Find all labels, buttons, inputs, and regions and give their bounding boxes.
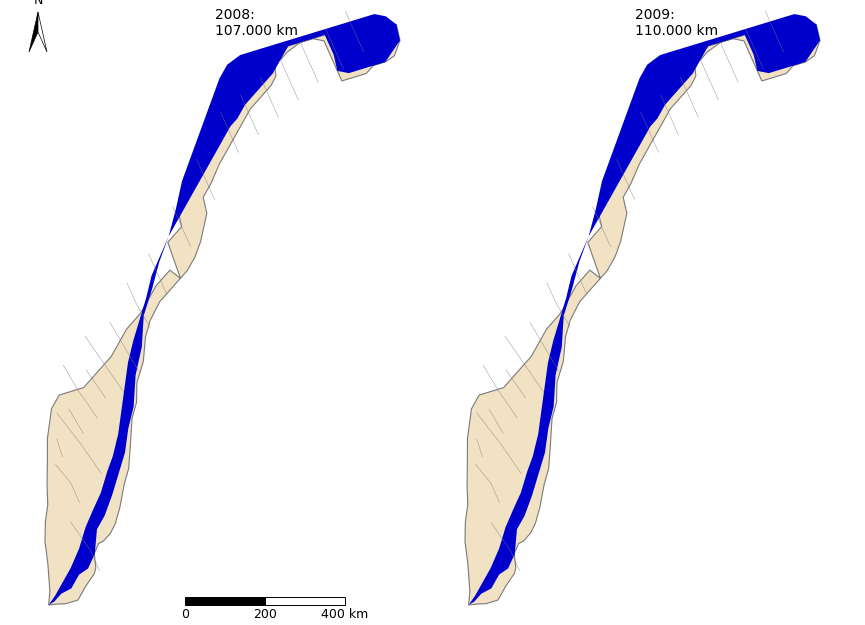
Polygon shape bbox=[45, 20, 400, 605]
Polygon shape bbox=[38, 12, 47, 52]
Polygon shape bbox=[48, 14, 400, 605]
Text: 2009:
110.000 km: 2009: 110.000 km bbox=[635, 8, 718, 38]
Text: 0: 0 bbox=[181, 608, 189, 621]
Bar bbox=[265, 597, 345, 605]
Polygon shape bbox=[469, 14, 820, 605]
Text: N: N bbox=[34, 0, 42, 7]
Polygon shape bbox=[29, 12, 38, 52]
Bar bbox=[185, 597, 265, 605]
Text: 2008:
107.000 km: 2008: 107.000 km bbox=[215, 8, 298, 38]
Polygon shape bbox=[465, 20, 820, 605]
Text: 400 km: 400 km bbox=[322, 608, 368, 621]
Text: 200: 200 bbox=[253, 608, 277, 621]
